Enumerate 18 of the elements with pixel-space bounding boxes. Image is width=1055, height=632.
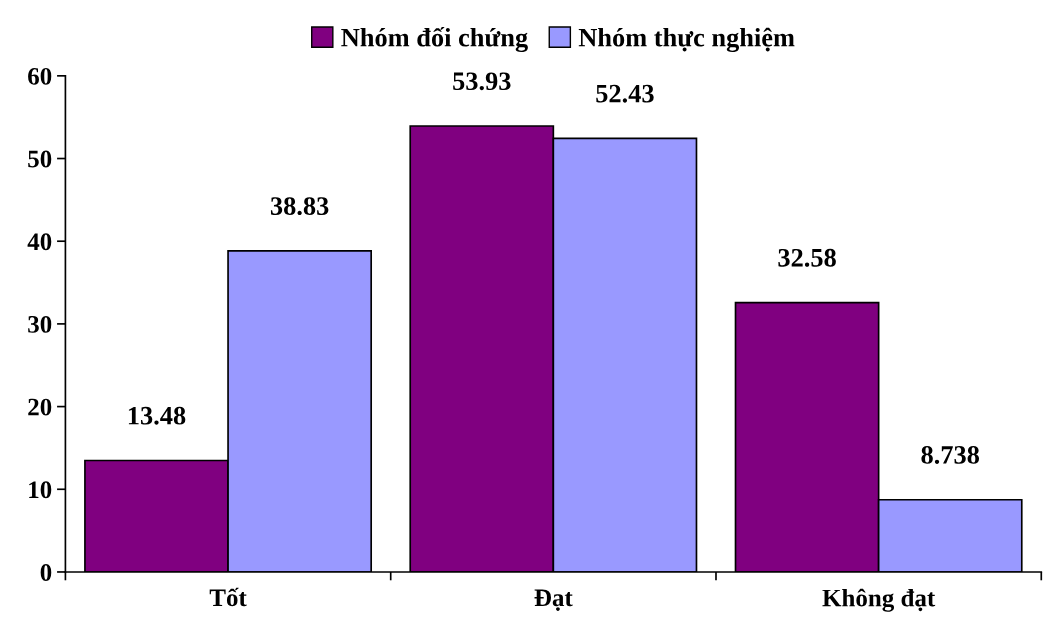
legend-label: Nhóm đối chứng <box>341 27 528 53</box>
y-tick-label: 0 <box>40 564 52 581</box>
data-label: 52.43 <box>596 84 654 103</box>
x-tick-label: Đạt <box>534 589 573 611</box>
y-tick-label: 60 <box>28 67 52 85</box>
y-tick-label: 50 <box>28 150 52 168</box>
y-tick-label: 10 <box>29 481 52 499</box>
y-tick-label: 40 <box>27 233 52 251</box>
data-label: 38.83 <box>270 197 329 216</box>
y-tick-label: 20 <box>28 398 52 416</box>
data-label: 8.738 <box>921 445 980 464</box>
data-label: 53.93 <box>453 72 511 91</box>
y-tick-label: 30 <box>28 315 52 333</box>
legend-label: Nhóm thực nghiệm <box>578 27 795 53</box>
data-label: 13.48 <box>128 406 186 425</box>
x-tick-label: Không đạt <box>822 588 936 612</box>
x-tick-label: Tốt <box>209 587 247 607</box>
data-label: 32.58 <box>778 248 836 267</box>
